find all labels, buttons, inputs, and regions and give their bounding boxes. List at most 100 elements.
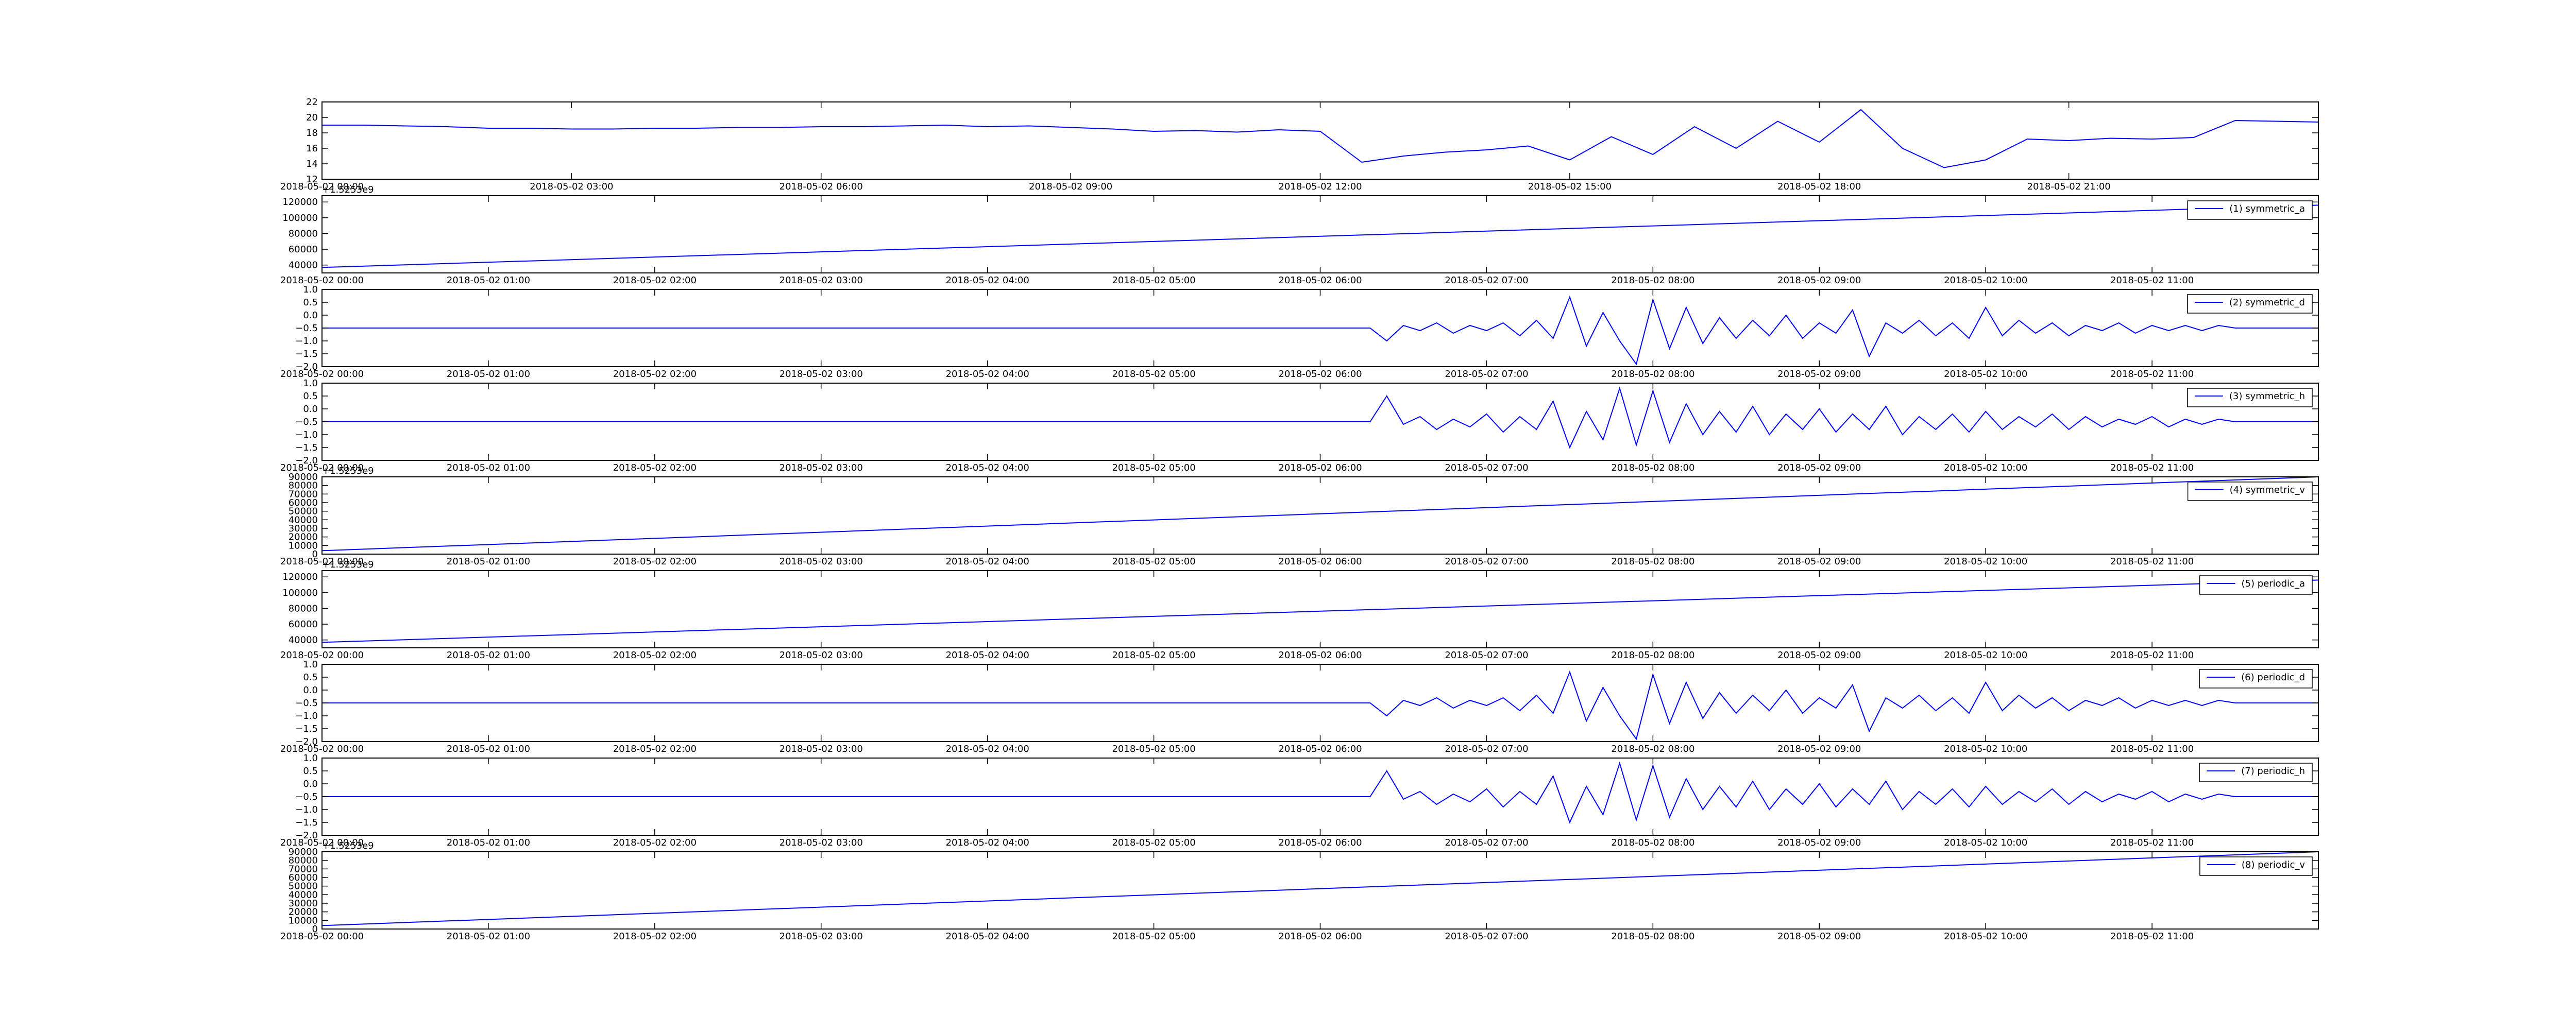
y-tick-label: 1.0 <box>303 753 318 764</box>
x-tick-label: 2018-05-02 00:00 <box>280 837 364 848</box>
legend: (5) periodic_a <box>2199 575 2313 595</box>
x-tick-label: 2018-05-02 05:00 <box>1112 931 1195 942</box>
x-tick-label: 2018-05-02 05:00 <box>1112 556 1195 567</box>
x-tick-label: 2018-05-02 01:00 <box>447 931 530 942</box>
legend: (6) periodic_d <box>2199 669 2313 689</box>
panel: 40000 60000 80000 100000 120000 2018-05-02 00… <box>280 184 2319 286</box>
x-tick-label: 2018-05-02 07:00 <box>1445 744 1528 754</box>
x-tick-label: 2018-05-02 04:00 <box>946 275 1029 286</box>
x-tick-label: 2018-05-02 10:00 <box>1944 462 2027 473</box>
x-tick-label: 2018-05-02 10:00 <box>1944 369 2027 380</box>
x-tick-label: 2018-05-02 09:00 <box>1777 650 1861 661</box>
y-tick-label: 60000 <box>289 244 318 255</box>
legend-box <box>2187 294 2313 314</box>
x-tick-label: 2018-05-02 00:00 <box>280 556 364 567</box>
x-tick-label: 2018-05-02 03:00 <box>779 650 863 661</box>
x-tick-label: 2018-05-02 03:00 <box>779 462 863 473</box>
x-tick-label: 2018-05-02 07:00 <box>1445 369 1528 380</box>
data-line <box>322 670 2318 741</box>
x-tick-label: 2018-05-02 07:00 <box>1445 556 1528 567</box>
y-tick-label: 0.5 <box>303 672 318 683</box>
y-tick-label: −1.5 <box>295 817 318 828</box>
y-tick-label: 40000 <box>289 260 318 271</box>
x-tick-label: 2018-05-02 08:00 <box>1611 556 1694 567</box>
y-tick-label: −1.0 <box>295 711 318 721</box>
y-tick-label: 120000 <box>282 197 318 208</box>
y-tick-label: −1.0 <box>295 429 318 440</box>
x-tick-label: 2018-05-02 00:00 <box>280 462 364 473</box>
y-tick-label: 0.0 <box>303 685 318 696</box>
legend: (2) symmetric_d <box>2187 294 2313 314</box>
legend-label: (7) periodic_h <box>2241 766 2305 777</box>
y-tick-label: 40000 <box>289 514 318 525</box>
y-tick-label: −1.0 <box>295 804 318 815</box>
y-tick-label: −2.0 <box>295 830 318 841</box>
x-tick-label: 2018-05-02 03:00 <box>779 837 863 848</box>
legend-label: (4) symmetric_v <box>2230 485 2306 495</box>
y-tick-label: 1.0 <box>303 659 318 670</box>
y-tick-label: 120000 <box>282 572 318 582</box>
x-tick-label: 2018-05-02 09:00 <box>1777 744 1861 754</box>
x-tick-label: 2018-05-02 03:00 <box>779 369 863 380</box>
x-tick-label: 2018-05-02 01:00 <box>447 275 530 286</box>
y-tick-label: 1.0 <box>303 378 318 389</box>
y-tick-label: 0.0 <box>303 404 318 415</box>
x-tick-label: 2018-05-02 01:00 <box>447 744 530 754</box>
x-tick-label: 2018-05-02 11:00 <box>2110 369 2194 380</box>
x-tick-label: 2018-05-02 08:00 <box>1611 744 1694 754</box>
y-tick-label: −1.5 <box>295 724 318 734</box>
x-tick-label: 2018-05-02 08:00 <box>1611 275 1694 286</box>
x-tick-label: 2018-05-02 02:00 <box>613 650 697 661</box>
y-tick-label: 12 <box>306 174 318 185</box>
y-tick-label: 100000 <box>282 213 318 223</box>
y-tick-label: 22 <box>306 97 318 108</box>
panel: 0100002000030000400005000060000700008000… <box>280 466 2319 567</box>
x-tick-label: 2018-05-02 03:00 <box>779 931 863 942</box>
x-tick-label: 2018-05-02 04:00 <box>946 744 1029 754</box>
x-tick-label: 2018-05-02 18:00 <box>1777 181 1861 192</box>
x-tick-label: 2018-05-02 10:00 <box>1944 650 2027 661</box>
x-tick-label: 2018-05-02 02:00 <box>613 462 697 473</box>
x-tick-label: 2018-05-02 06:00 <box>1278 650 1362 661</box>
x-tick-label: 2018-05-02 08:00 <box>1611 462 1694 473</box>
x-tick-label: 2018-05-02 00:00 <box>280 931 364 942</box>
panel: −2.0 −1.5 −1.0 −0.5 0.0 0.5 1.0 2018-05-02 00:0… <box>280 284 2319 380</box>
y-tick-label: 50000 <box>289 506 318 517</box>
legend: (1) symmetric_a <box>2187 200 2313 220</box>
y-tick-label: −1.5 <box>295 349 318 359</box>
x-tick-label: 2018-05-02 02:00 <box>613 275 697 286</box>
x-tick-label: 2018-05-02 02:00 <box>613 931 697 942</box>
y-tick-label: 60000 <box>289 497 318 508</box>
x-tick-label: 2018-05-02 00:00 <box>280 744 364 754</box>
x-tick-label: 2018-05-02 10:00 <box>1944 837 2027 848</box>
legend-label: (2) symmetric_d <box>2229 297 2305 308</box>
x-tick-label: 2018-05-02 06:00 <box>1278 744 1362 754</box>
axes-frame <box>321 570 2319 648</box>
y-tick-label: 0.5 <box>303 766 318 777</box>
x-tick-label: 2018-05-02 09:00 <box>1777 275 1861 286</box>
y-tick-label: 70000 <box>289 489 318 500</box>
data-line <box>321 204 2319 268</box>
data-line <box>321 476 2319 552</box>
x-tick-label: 2018-05-02 01:00 <box>447 462 530 473</box>
y-tick-label: −0.5 <box>295 417 318 427</box>
panel: −2.0 −1.5 −1.0 −0.5 0.0 0.5 1.0 2018-05-02 00:0… <box>280 659 2319 754</box>
x-tick-label: 2018-05-02 10:00 <box>1944 556 2027 567</box>
y-tick-label: 1.0 <box>303 284 318 295</box>
y-tick-label: 100000 <box>282 588 318 598</box>
x-tick-label: 2018-05-02 09:00 <box>1777 369 1861 380</box>
y-tick-label: 90000 <box>289 472 318 483</box>
x-tick-label: 2018-05-02 00:00 <box>280 650 364 661</box>
legend-box <box>2187 481 2313 501</box>
legend-box <box>2199 575 2313 595</box>
y-tick-label: 50000 <box>289 881 318 892</box>
legend-label: (6) periodic_d <box>2241 672 2305 683</box>
x-tick-label: 2018-05-02 00:00 <box>280 275 364 286</box>
x-tick-label: 2018-05-02 09:00 <box>1777 931 1861 942</box>
y-tick-label: −0.5 <box>295 323 318 334</box>
x-tick-label: 2018-05-02 01:00 <box>447 369 530 380</box>
x-tick-label: 2018-05-02 07:00 <box>1445 462 1528 473</box>
x-tick-label: 2018-05-02 10:00 <box>1944 931 2027 942</box>
y-tick-label: 40000 <box>289 635 318 646</box>
